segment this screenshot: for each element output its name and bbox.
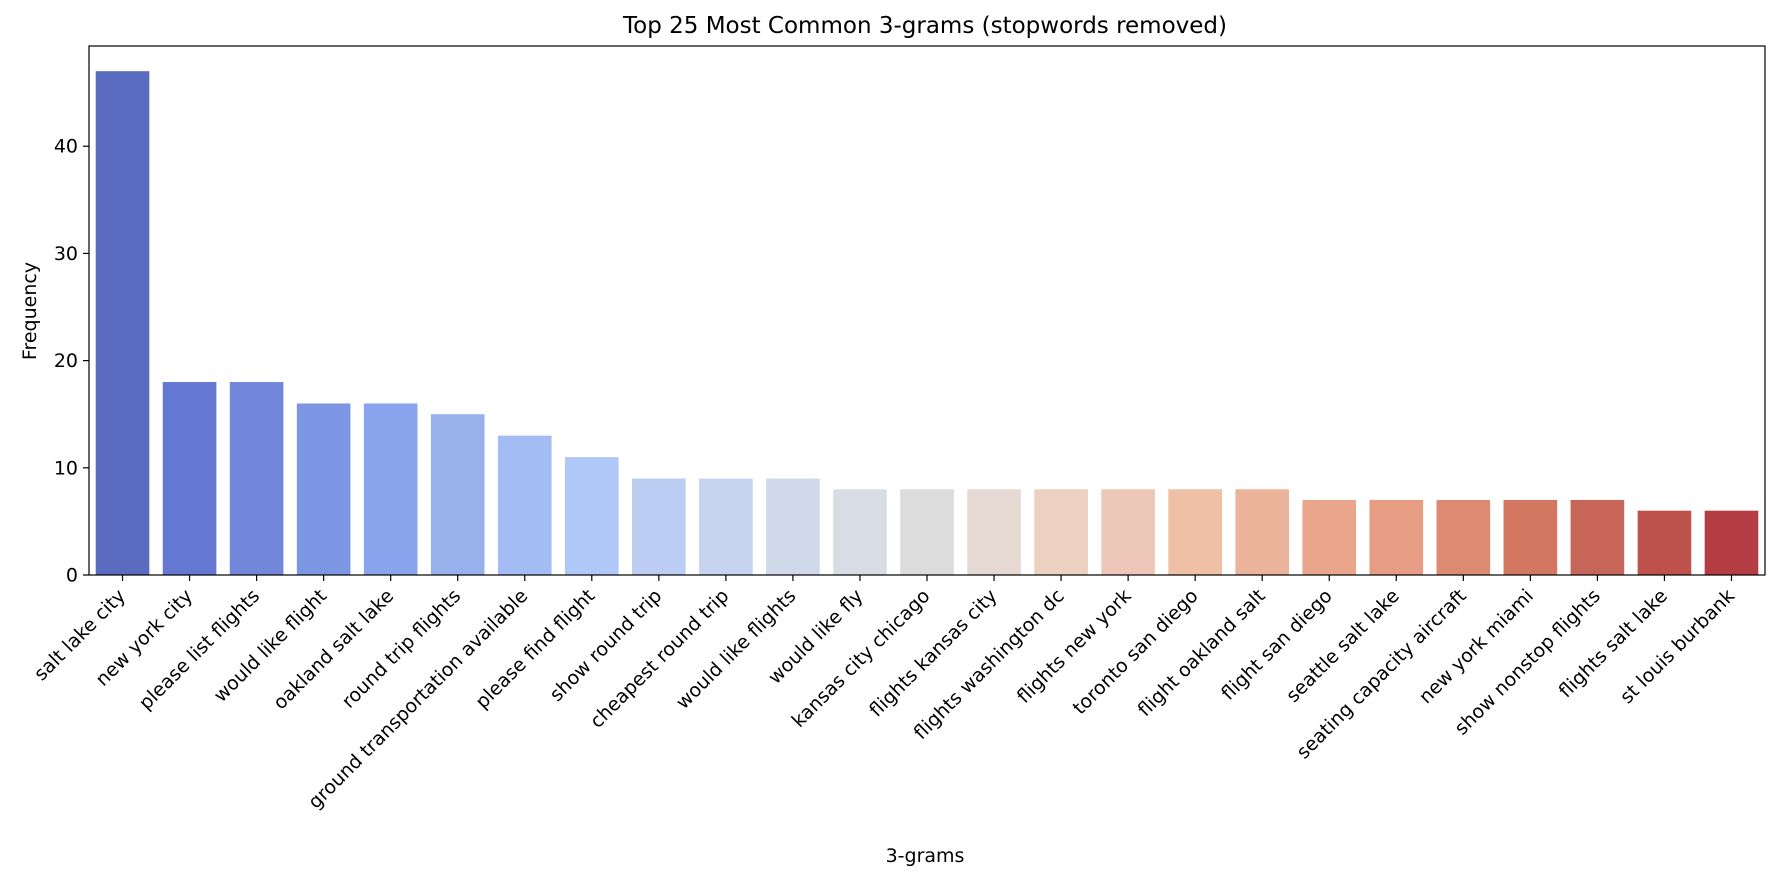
- bar: [363, 403, 418, 575]
- x-tick-label: would like flight: [210, 585, 332, 707]
- bar: [296, 403, 351, 575]
- bar: [1101, 489, 1155, 575]
- bar: [497, 435, 552, 575]
- x-tick-label: seattle salt lake: [1282, 585, 1404, 707]
- bar: [95, 71, 150, 575]
- bar: [1704, 510, 1759, 575]
- bar: [699, 478, 753, 575]
- bar: [1369, 499, 1424, 575]
- bar: [900, 489, 954, 575]
- bar: [632, 478, 686, 575]
- bar: [1302, 499, 1357, 575]
- bar: [229, 382, 284, 575]
- bar: [430, 414, 485, 575]
- x-tick-label: please list flights: [135, 585, 264, 714]
- x-tick-label: would like flights: [672, 585, 801, 714]
- x-tick-label: flights new york: [1013, 585, 1136, 708]
- bar: [1436, 499, 1491, 575]
- x-tick-label: please find flight: [471, 585, 599, 713]
- y-axis-label: Frequency: [19, 262, 41, 360]
- y-tick-label: 40: [54, 136, 78, 158]
- x-tick-label: round trip flights: [338, 585, 466, 713]
- x-tick-label: st louis burbank: [1616, 585, 1739, 708]
- bar: [766, 478, 820, 575]
- y-tick-label: 10: [54, 457, 78, 479]
- bar: [1168, 489, 1222, 575]
- x-tick-label: new york miami: [1415, 585, 1538, 708]
- bar: [162, 382, 217, 575]
- bar: [1034, 489, 1088, 575]
- x-tick-label: oakland salt lake: [269, 585, 398, 714]
- x-tick-label: flights kansas city: [865, 585, 1001, 721]
- bar: [1570, 499, 1625, 575]
- x-axis-label: 3-grams: [886, 845, 965, 867]
- bar: [833, 489, 887, 575]
- y-tick-label: 20: [54, 350, 78, 372]
- bar: [564, 457, 619, 575]
- x-tick-label: toronto san diego: [1069, 585, 1203, 719]
- x-tick-label: show round trip: [545, 585, 666, 706]
- y-tick-label: 0: [66, 565, 78, 587]
- bar: [1235, 489, 1290, 575]
- x-tick-label: flight oakland salt: [1134, 585, 1270, 721]
- bar: [1503, 499, 1558, 575]
- y-tick-label: 30: [54, 243, 78, 265]
- bar: [967, 489, 1021, 575]
- chart-title: Top 25 Most Common 3-grams (stopwords re…: [622, 13, 1227, 39]
- bar: [1637, 510, 1692, 575]
